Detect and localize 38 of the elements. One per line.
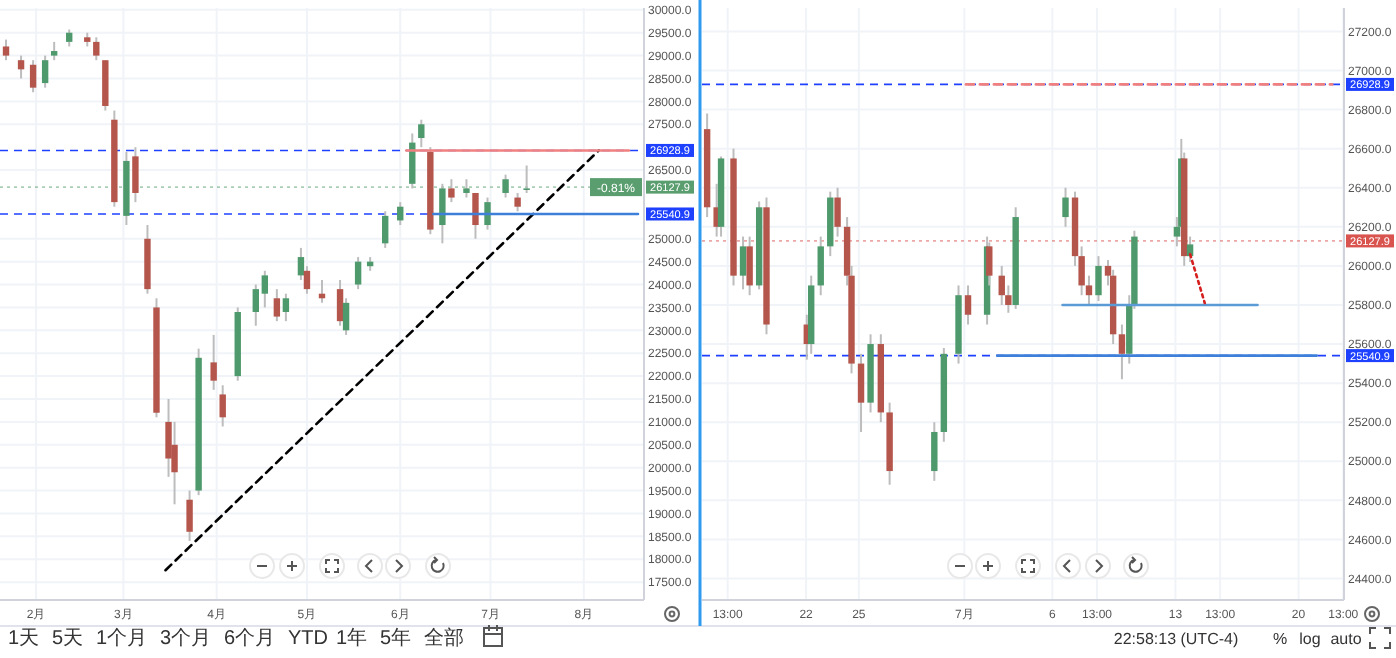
candlestick: [273, 288, 281, 323]
candlestick: [261, 269, 269, 309]
candlestick: [2, 38, 10, 62]
candlestick: [210, 333, 217, 391]
text: 1个月: [96, 626, 148, 650]
text: 全部: [424, 626, 464, 650]
candlestick: [354, 256, 362, 291]
text: auto: [1330, 630, 1363, 648]
candlestick: [17, 54, 25, 80]
text: 22:58:13 (UTC-4): [1113, 630, 1239, 648]
text: 1年: [336, 626, 368, 650]
candlestick: [502, 173, 509, 199]
text: YTD: [288, 628, 328, 650]
text: log: [1299, 630, 1321, 648]
candlestick: [186, 489, 193, 542]
candlestick: [418, 118, 425, 149]
candlestick: [93, 36, 100, 62]
candlestick: [484, 196, 491, 231]
text: %: [1272, 630, 1288, 648]
candlestick: [382, 210, 389, 249]
candlestick: [336, 278, 344, 327]
candlestick: [132, 146, 139, 204]
candlestick: [29, 59, 37, 94]
text: 1天: [8, 628, 40, 650]
candlestick: [448, 178, 455, 204]
candlestick: [219, 384, 226, 428]
text: 6个月: [224, 626, 276, 650]
candlestick: [463, 178, 470, 199]
candlestick: [102, 59, 109, 112]
text: 5年: [380, 626, 412, 650]
candlestick: [41, 54, 49, 89]
text: 5天: [52, 628, 84, 650]
candlestick: [439, 182, 446, 245]
candlestick: [514, 191, 521, 213]
candlestick: [523, 164, 530, 194]
candlestick: [50, 40, 58, 62]
text: 3个月: [160, 626, 212, 650]
candlestick: [282, 292, 290, 323]
